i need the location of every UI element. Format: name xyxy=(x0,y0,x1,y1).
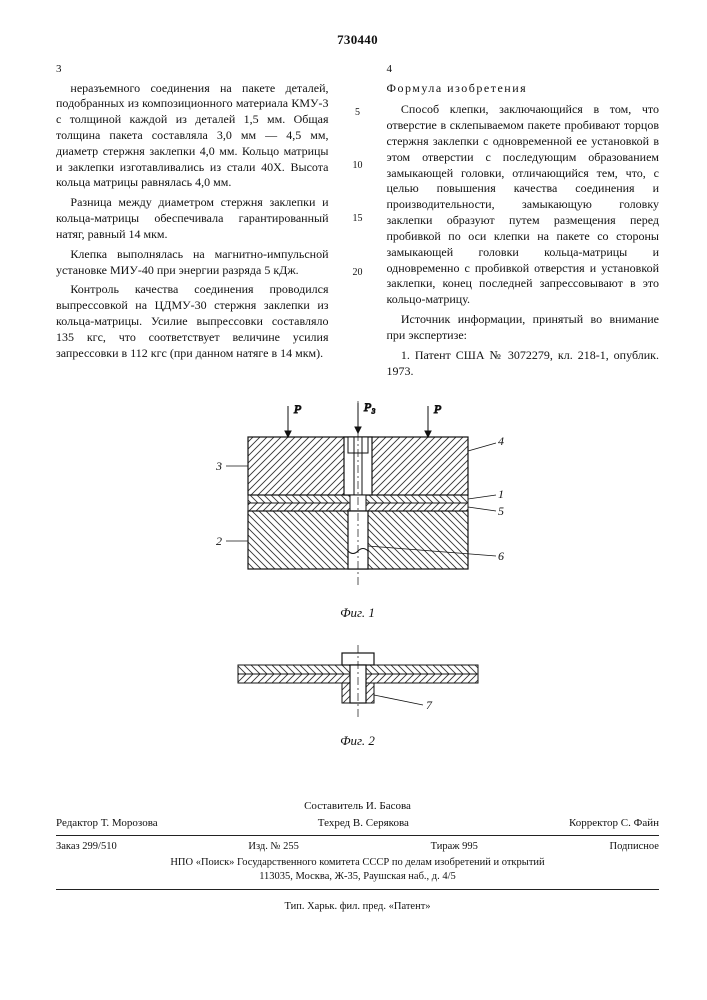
left-para-3: Клепка выполнялась на магнитно-импульсно… xyxy=(56,247,329,279)
svg-text:7: 7 xyxy=(426,698,433,712)
subscription: Подписное xyxy=(610,840,659,854)
svg-text:P: P xyxy=(433,402,442,416)
figure-1-caption: Фиг. 1 xyxy=(340,605,375,621)
print-run-row: Заказ 299/510 Изд. № 255 Тираж 995 Подпи… xyxy=(56,840,659,854)
svg-text:3: 3 xyxy=(215,459,222,473)
gutter-mark: 15 xyxy=(353,212,363,225)
claims-heading: Формула изобретения xyxy=(387,81,660,97)
left-para-2: Разница между диаметром стержня заклепки… xyxy=(56,195,329,242)
svg-text:2: 2 xyxy=(216,534,222,548)
svg-text:6: 6 xyxy=(498,549,504,563)
circulation: Тираж 995 xyxy=(431,840,478,854)
organization: НПО «Поиск» Государственного комитета СС… xyxy=(56,856,659,870)
right-para-2: Источник информации, принятый во внимани… xyxy=(387,312,660,344)
svg-text:P: P xyxy=(293,402,302,416)
left-para-1: неразъемного соединения на пакете детале… xyxy=(56,81,329,192)
figure-2-caption: Фиг. 2 xyxy=(340,733,375,749)
tech-editor: Техред В. Серякова xyxy=(318,816,409,831)
right-column: 4 Формула изобретения Способ клепки, зак… xyxy=(387,62,660,383)
page-number-right: 4 xyxy=(387,62,660,77)
divider xyxy=(56,889,659,890)
corrector: Корректор С. Файн xyxy=(569,816,659,831)
figure-2: 7 xyxy=(218,639,498,729)
figures-block: P P P₃ xyxy=(56,401,659,749)
svg-text:4: 4 xyxy=(498,434,504,448)
svg-text:1: 1 xyxy=(498,487,504,501)
credits-row: Редактор Т. Морозова Техред В. Серякова … xyxy=(56,816,659,831)
document-number: 730440 xyxy=(56,32,659,48)
printer-line: Тип. Харьк. фил. пред. «Патент» xyxy=(56,900,659,914)
left-column: 3 неразъемного соединения на пакете дета… xyxy=(56,62,329,383)
imprint-footer: Составитель И. Басова Редактор Т. Морозо… xyxy=(56,799,659,913)
gutter-mark: 20 xyxy=(353,266,363,279)
figure-1: P P P₃ xyxy=(198,401,518,601)
right-para-3: 1. Патент США № 3072279, кл. 218-1, опуб… xyxy=(387,348,660,380)
gutter-mark: 10 xyxy=(353,159,363,172)
divider xyxy=(56,835,659,836)
left-para-4: Контроль качества соединения проводился … xyxy=(56,282,329,361)
page-number-left: 3 xyxy=(56,62,329,77)
org-address: 113035, Москва, Ж-35, Раушская наб., д. … xyxy=(56,870,659,884)
edition-number: Изд. № 255 xyxy=(248,840,299,854)
page: 730440 3 неразъемного соединения на паке… xyxy=(0,0,707,1000)
order-number: Заказ 299/510 xyxy=(56,840,117,854)
editor: Редактор Т. Морозова xyxy=(56,816,158,831)
svg-text:5: 5 xyxy=(498,504,504,518)
svg-text:P₃: P₃ xyxy=(363,401,376,414)
line-number-gutter: 5 10 15 20 xyxy=(351,62,365,383)
right-para-1: Способ клепки, заключающийся в том, что … xyxy=(387,102,660,308)
gutter-mark: 5 xyxy=(355,106,360,119)
two-column-text: 3 неразъемного соединения на пакете дета… xyxy=(56,62,659,383)
compiler-line: Составитель И. Басова xyxy=(56,799,659,814)
